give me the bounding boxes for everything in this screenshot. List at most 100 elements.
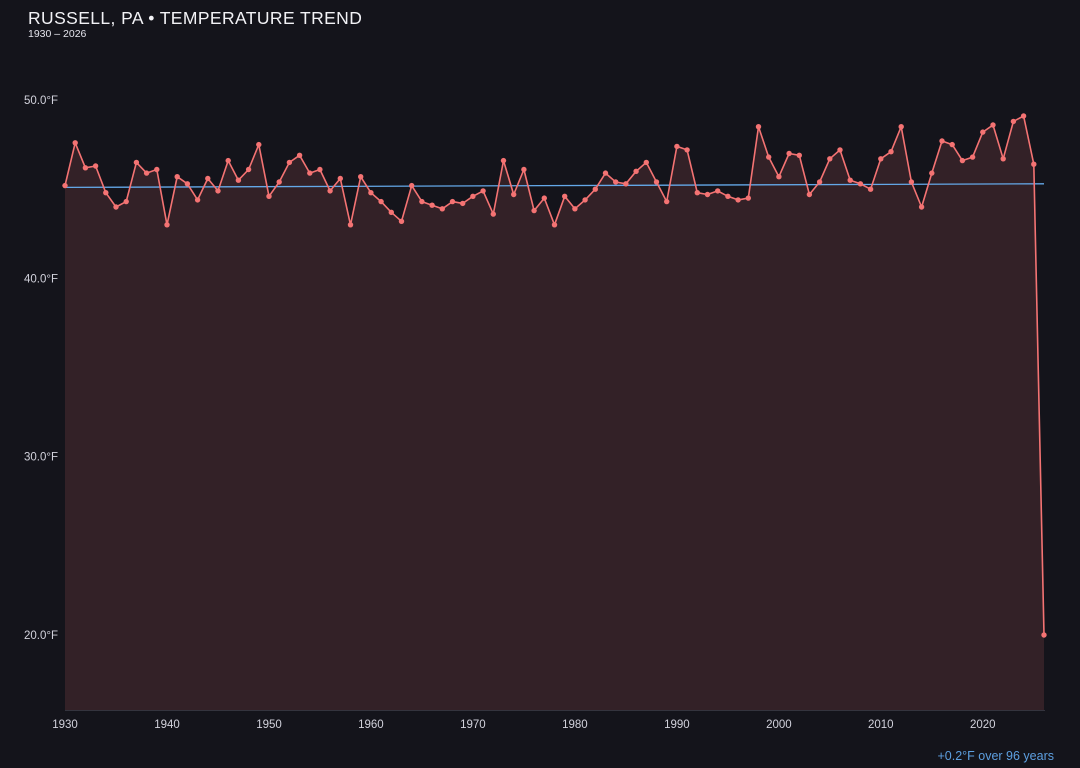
data-point <box>531 207 537 214</box>
data-point <box>225 157 231 164</box>
data-point <box>82 165 89 171</box>
data-point <box>449 198 456 205</box>
data-point-dots <box>62 113 1047 638</box>
data-point <box>184 181 191 187</box>
data-point <box>358 174 364 180</box>
area-fill <box>65 116 1044 710</box>
data-point <box>245 166 252 173</box>
data-point <box>898 124 904 130</box>
data-point <box>551 222 558 228</box>
data-point <box>867 186 874 192</box>
data-point <box>378 198 384 205</box>
x-axis-tick-label: 2020 <box>970 719 996 731</box>
data-point <box>327 188 333 194</box>
data-point <box>592 186 598 192</box>
data-point <box>715 188 721 194</box>
data-point <box>602 170 609 176</box>
data-point <box>398 218 405 224</box>
data-point <box>521 166 527 173</box>
data-point <box>572 206 578 212</box>
x-axis-tick-label: 1970 <box>460 719 486 731</box>
data-point <box>154 166 160 173</box>
data-point <box>480 188 486 194</box>
x-axis-tick-label: 1980 <box>562 719 588 731</box>
y-axis-tick-label: 50.0°F <box>24 95 58 107</box>
data-point <box>62 182 68 189</box>
data-point <box>980 129 986 135</box>
data-point <box>541 195 547 201</box>
data-point <box>256 141 262 148</box>
data-point <box>837 147 843 153</box>
data-point <box>674 143 680 150</box>
page-title: RUSSELL, PA • TEMPERATURE TREND <box>28 8 363 28</box>
data-point <box>694 190 700 196</box>
data-point <box>735 197 741 203</box>
data-point <box>623 181 629 187</box>
data-point <box>490 211 496 217</box>
data-point <box>664 198 670 205</box>
data-point <box>1041 632 1047 638</box>
data-point <box>500 157 507 164</box>
data-point <box>143 170 150 176</box>
data-point <box>878 156 884 162</box>
data-point <box>296 152 303 158</box>
data-point <box>347 222 354 228</box>
x-axis-tick-label: 1950 <box>256 719 282 731</box>
y-axis-tick-label: 30.0°F <box>24 452 58 464</box>
data-point <box>194 197 201 203</box>
data-point <box>409 182 415 189</box>
data-point <box>776 174 782 180</box>
data-point <box>949 141 955 148</box>
data-point <box>643 159 649 166</box>
data-point <box>439 206 445 212</box>
data-point <box>633 168 639 174</box>
data-point <box>816 179 823 185</box>
data-point <box>888 149 894 155</box>
data-point <box>337 175 343 182</box>
x-axis-tick-label: 1930 <box>52 719 78 731</box>
data-point <box>276 179 282 185</box>
data-point <box>113 204 119 210</box>
data-point <box>133 159 140 166</box>
data-point <box>766 154 772 160</box>
data-point <box>388 209 394 215</box>
data-point <box>460 200 466 207</box>
data-point <box>857 181 864 187</box>
data-point <box>847 177 853 183</box>
data-point <box>429 202 435 208</box>
data-point <box>969 154 976 160</box>
data-point <box>755 124 762 130</box>
data-point <box>1031 161 1037 167</box>
data-point <box>908 179 915 185</box>
data-point <box>959 157 966 164</box>
data-point <box>562 193 568 199</box>
data-point <box>1010 118 1017 125</box>
data-point <box>164 222 170 228</box>
x-axis-tick-label: 2010 <box>868 719 894 731</box>
data-point <box>470 193 476 199</box>
trend-summary-label: +0.2°F over 96 years <box>937 749 1054 763</box>
data-point <box>215 188 221 194</box>
data-point <box>990 122 996 128</box>
x-axis-tick-label: 2000 <box>766 719 792 731</box>
x-axis-tick-label: 1940 <box>154 719 180 731</box>
data-point <box>266 193 272 199</box>
data-point <box>653 179 660 185</box>
data-point <box>1020 113 1027 119</box>
data-point <box>704 191 711 198</box>
data-point <box>745 195 751 201</box>
data-point <box>235 177 242 183</box>
data-point <box>725 193 731 199</box>
data-point <box>307 170 313 176</box>
x-axis-tick-label: 1960 <box>358 719 384 731</box>
data-point <box>174 174 180 180</box>
data-point <box>92 163 99 169</box>
data-point <box>368 190 374 196</box>
data-point <box>918 204 925 210</box>
data-point <box>317 166 323 173</box>
data-point <box>796 152 802 158</box>
data-point <box>1000 156 1006 162</box>
data-point <box>939 138 945 144</box>
